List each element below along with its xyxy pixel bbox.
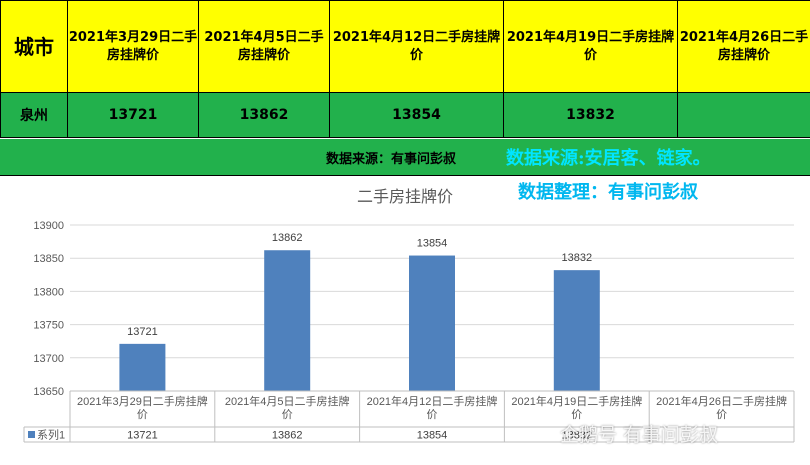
header-date: 2021年3月29日二手房挂牌价 — [68, 1, 199, 93]
y-tick-label: 13700 — [33, 353, 64, 365]
y-tick-label: 13800 — [33, 286, 64, 298]
price-cell: 13862 — [199, 93, 330, 138]
y-tick-label: 13900 — [33, 220, 64, 232]
data-label: 13832 — [562, 252, 593, 264]
table-value: 13854 — [417, 430, 448, 442]
x-category-label: 价 — [282, 408, 293, 421]
table-value: 13721 — [127, 430, 158, 442]
header-date: 2021年4月5日二手房挂牌价 — [199, 1, 330, 93]
source-bar: 数据来源：有事问彭叔 数据来源:安居客、链家。 — [0, 139, 810, 176]
price-table: 城市 2021年3月29日二手房挂牌价 2021年4月5日二手房挂牌价 2021… — [0, 0, 810, 138]
y-tick-label: 13650 — [33, 386, 64, 398]
header-date: 2021年4月19日二手房挂牌价 — [504, 1, 678, 93]
price-cell: 13854 — [330, 93, 504, 138]
x-category-label: 2021年4月12日二手房挂牌 — [367, 394, 498, 408]
y-tick-label: 13750 — [33, 320, 64, 332]
header-city: 城市 — [1, 1, 68, 93]
chart-svg: 二手房挂牌价 13650 13700 13750 13800 13850 13900 1372… — [0, 176, 810, 461]
bar — [554, 270, 600, 391]
header-date: 2021年4月12日二手房挂牌价 — [330, 1, 504, 93]
table-row: 泉州 13721 13862 13854 13832 — [1, 93, 810, 138]
bar — [409, 256, 455, 391]
price-cell: 13721 — [68, 93, 199, 138]
organizer-overlay-text: 数据整理：有事问彭叔 — [518, 178, 698, 204]
bar-chart: 二手房挂牌价 13650 13700 13750 13800 13850 13900 1372… — [0, 176, 810, 461]
legend-key — [28, 431, 35, 438]
bar — [264, 250, 310, 391]
chart-title: 二手房挂牌价 — [357, 188, 453, 206]
price-cell: 13832 — [504, 93, 678, 138]
source-text: 数据来源：有事问彭叔 — [326, 148, 456, 167]
data-label: 13721 — [127, 326, 158, 338]
header-date: 2021年4月26日二手房挂牌价 — [678, 1, 810, 93]
x-category-label: 价 — [427, 408, 438, 421]
x-category-label: 价 — [137, 408, 148, 421]
x-category-label: 2021年4月19日二手房挂牌 — [511, 394, 642, 408]
table-header-row: 城市 2021年3月29日二手房挂牌价 2021年4月5日二手房挂牌价 2021… — [1, 1, 810, 93]
x-category-label: 2021年4月26日二手房挂牌 — [656, 394, 787, 408]
price-cell — [678, 93, 810, 138]
watermark: 企鹅号 有事问彭叔 — [560, 420, 718, 447]
x-category-label: 2021年3月29日二手房挂牌 — [77, 394, 208, 408]
source-overlay-text: 数据来源:安居客、链家。 — [506, 144, 711, 170]
data-label: 13854 — [417, 238, 448, 250]
x-category-label: 2021年4月5日二手房挂牌 — [225, 394, 350, 408]
y-tick-label: 13850 — [33, 253, 64, 265]
table-value: 13862 — [272, 430, 303, 442]
bar — [119, 344, 165, 391]
legend-label: 系列1 — [37, 428, 65, 442]
data-label: 13862 — [272, 232, 303, 244]
city-cell: 泉州 — [1, 93, 68, 138]
